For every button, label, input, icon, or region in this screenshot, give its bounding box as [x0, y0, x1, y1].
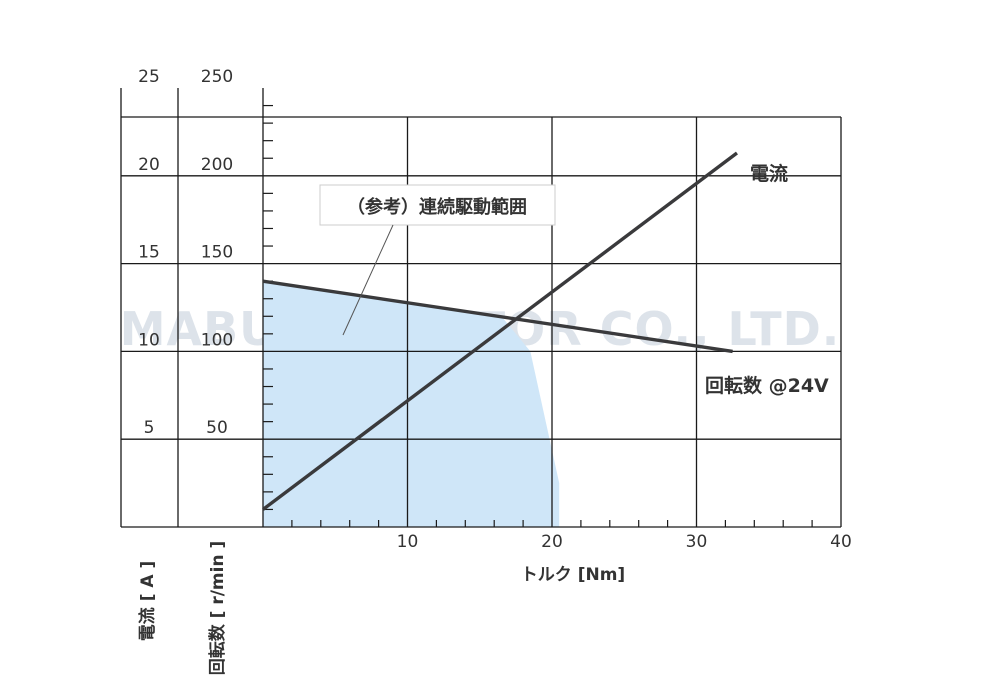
- current-tick-label: 15: [138, 243, 160, 263]
- region-callout-leader: [342, 224, 394, 336]
- x-tick-label: 20: [541, 532, 563, 552]
- x-tick-label: 30: [686, 532, 708, 552]
- current-tick-label: 5: [144, 418, 155, 438]
- series-line-speed: [262, 279, 733, 354]
- region-callout-box: [319, 184, 556, 226]
- current-tick-label: 25: [138, 67, 160, 87]
- speed-tick-label: 200: [201, 155, 233, 175]
- speed-tick-label: 100: [201, 330, 233, 350]
- current-axis-label: 電流 [ A ]: [137, 561, 158, 641]
- speed-tick-label: 250: [201, 67, 233, 87]
- series-label-current: 電流: [750, 162, 788, 185]
- speed-tick-label: 50: [206, 418, 228, 438]
- speed-axis-label: 回転数 [ r/min ]: [207, 541, 228, 676]
- x-tick-label: 40: [830, 532, 852, 552]
- speed-tick-label: 150: [201, 243, 233, 263]
- x-tick-label: 10: [397, 532, 419, 552]
- current-tick-label: 20: [138, 155, 160, 175]
- series-label-speed: 回転数 @24V: [705, 374, 829, 397]
- current-tick-label: 10: [138, 330, 160, 350]
- series-line-current: [261, 151, 738, 511]
- x-axis-label: トルク [Nm]: [521, 565, 625, 585]
- region-callout-label: （参考）連続駆動範囲: [347, 196, 527, 218]
